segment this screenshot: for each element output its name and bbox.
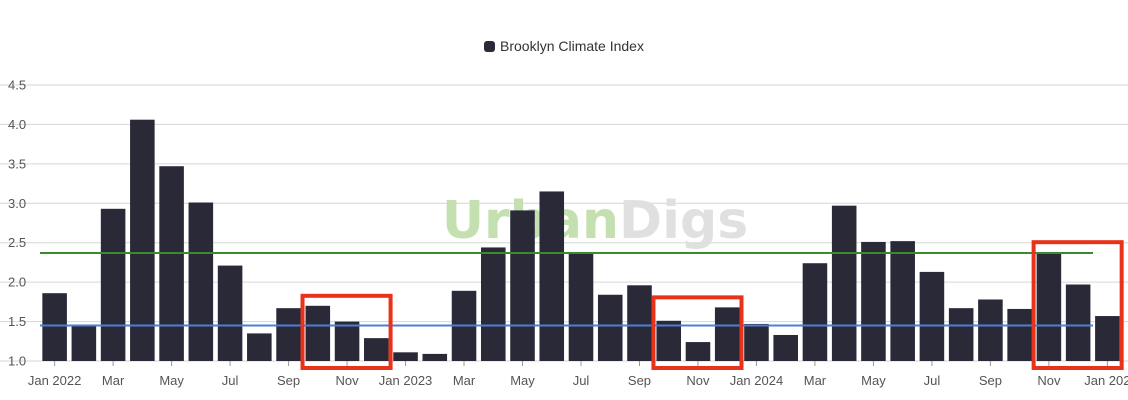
legend-swatch: [484, 41, 496, 52]
watermark: UrbanDigs: [442, 191, 748, 251]
bar: [597, 294, 623, 361]
bar: [890, 241, 915, 361]
y-tick-label: 4.0: [8, 117, 26, 132]
x-tick-label: Mar: [804, 373, 827, 388]
highlight-box: [300, 293, 393, 370]
x-tick-label: Jan 2023: [379, 373, 433, 388]
legend-label: Brooklyn Climate Index: [500, 38, 644, 54]
y-tick-label: 1.0: [8, 354, 26, 369]
bar: [305, 305, 331, 361]
x-tick-label: Jan 2022: [28, 373, 82, 388]
bar: [744, 323, 769, 361]
bar: [510, 210, 535, 361]
y-axis-ticks: 1.0 1.5 2.0 2.5 3.0 3.5 4.0 4.5: [8, 78, 26, 369]
bar: [1036, 252, 1062, 361]
bar: [1095, 316, 1120, 361]
bar: [919, 271, 945, 361]
x-tick-label: Jan 202: [1084, 373, 1128, 388]
bar: [685, 342, 711, 361]
bar: [188, 202, 214, 361]
bar: [861, 241, 886, 361]
legend[interactable]: Brooklyn Climate Index: [0, 38, 1128, 54]
x-tick-label: Jul: [924, 373, 941, 388]
x-tick-label: Nov: [1037, 373, 1061, 388]
reference-lines: [40, 251, 1093, 327]
x-tick-label: Nov: [335, 373, 359, 388]
bar: [364, 338, 389, 361]
watermark-digs: Digs: [619, 191, 748, 251]
x-tick-label: Mar: [102, 373, 125, 388]
x-tick-label: Sep: [979, 373, 1002, 388]
bar: [159, 166, 184, 361]
bar: [1065, 284, 1091, 361]
x-tick-label: May: [510, 373, 535, 388]
x-tick-label: May: [159, 373, 184, 388]
highlight-box: [651, 295, 744, 370]
y-tick-label: 1.5: [8, 314, 26, 329]
x-tick-label: Jul: [573, 373, 590, 388]
bar: [276, 308, 301, 361]
bar: [656, 320, 682, 361]
bar: [1007, 308, 1032, 361]
bar: [334, 321, 360, 361]
y-tick-label: 2.5: [8, 235, 26, 250]
bar: [627, 285, 652, 361]
bars: [42, 119, 1120, 361]
bar: [247, 333, 272, 361]
x-tick-label: Mar: [453, 373, 476, 388]
bar: [100, 208, 126, 361]
bar: [480, 247, 506, 361]
bar: [773, 334, 798, 361]
bar: [948, 308, 974, 361]
bar: [422, 353, 448, 361]
highlight-boxes: [300, 240, 1124, 370]
x-axis-ticks: Jan 2022 Mar May Jul Sep Nov Jan 2023 Mar May Jul…: [28, 361, 1128, 388]
bar: [568, 253, 594, 361]
highlight-box: [1031, 240, 1124, 370]
x-tick-label: Sep: [628, 373, 651, 388]
bar: [802, 263, 828, 361]
x-tick-label: Jul: [222, 373, 239, 388]
y-tick-label: 3.5: [8, 156, 26, 171]
bar: [71, 326, 97, 361]
bar: [217, 265, 243, 361]
bar: [42, 293, 67, 361]
x-tick-label: Sep: [277, 373, 300, 388]
bar: [539, 191, 565, 361]
bar: [714, 307, 740, 361]
y-tick-label: 2.0: [8, 275, 26, 290]
y-tick-label: 4.5: [8, 78, 26, 93]
x-tick-label: Jan 2024: [730, 373, 784, 388]
x-tick-label: May: [861, 373, 886, 388]
x-tick-label: Nov: [686, 373, 710, 388]
bar: [831, 205, 857, 361]
y-tick-label: 3.0: [8, 196, 26, 211]
bar: [978, 299, 1003, 361]
bar: [130, 119, 155, 361]
bar: [393, 352, 418, 361]
